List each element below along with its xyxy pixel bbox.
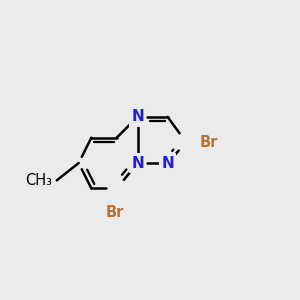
Text: N: N [161,155,174,170]
Text: Br: Br [200,135,218,150]
Text: N: N [131,155,144,170]
Text: N: N [131,109,144,124]
Text: CH₃: CH₃ [26,173,52,188]
Text: Br: Br [105,205,124,220]
